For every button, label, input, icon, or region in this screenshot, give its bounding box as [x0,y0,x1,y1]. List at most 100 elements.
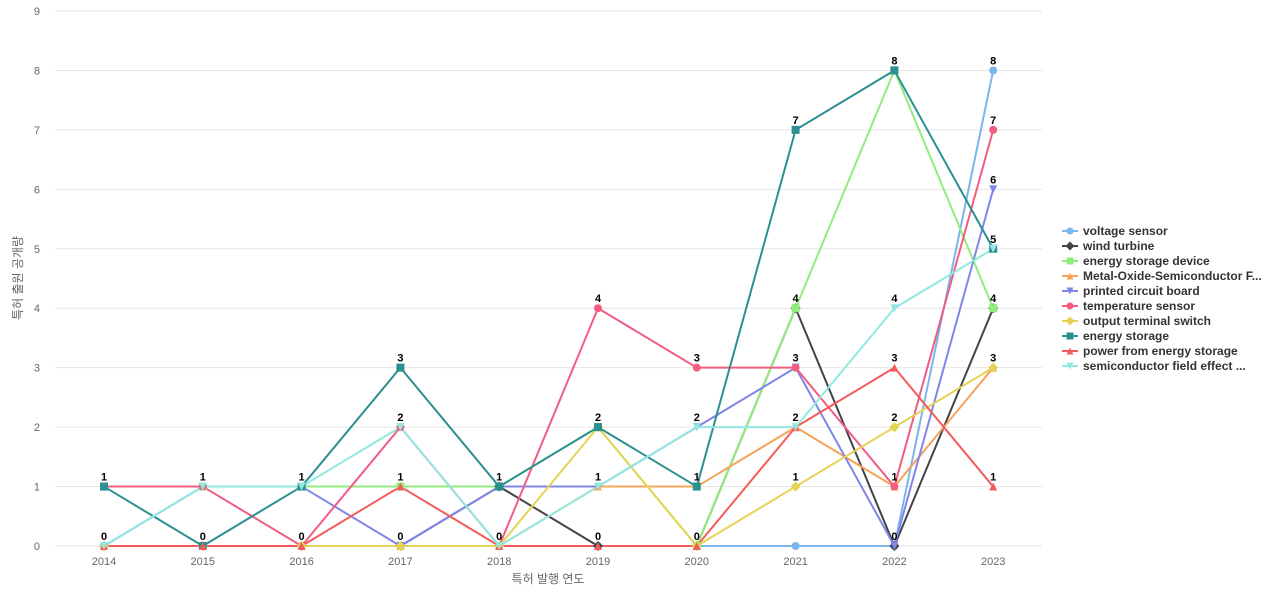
data-point [396,482,405,491]
data-point [988,362,999,373]
data-point [100,482,108,491]
data-label: 1 [694,472,700,484]
data-label: 8 [891,55,897,67]
data-point [791,304,800,313]
y-axis-ticks: 0 1 2 3 4 5 6 7 8 9 [34,6,40,553]
y-tick-label: 7 [34,125,40,137]
data-label: 4 [595,293,602,305]
y-tick-label: 5 [34,244,40,256]
data-label: 0 [299,531,305,543]
legend-marker [1066,332,1074,340]
data-point [594,542,602,550]
x-tick-label: 2020 [685,556,709,568]
data-point [791,542,800,550]
data-label: 6 [990,174,996,186]
data-point [791,363,800,372]
data-point [989,125,998,134]
x-tick-label: 2015 [191,556,215,568]
data-label: 3 [891,353,897,365]
data-point [594,482,602,491]
data-label: 7 [793,115,799,127]
data-point [198,482,207,491]
series-line [103,69,995,547]
y-tick-label: 4 [34,303,40,315]
data-point [692,363,701,372]
y-tick-label: 3 [34,363,40,375]
legend-label: voltage sensor [1083,224,1168,238]
legend-label: printed circuit board [1083,284,1200,298]
x-tick-label: 2022 [882,556,906,568]
legend-item[interactable]: semiconductor field effect ... [1062,359,1246,373]
legend-label: energy storage [1083,329,1169,343]
data-point [396,363,405,372]
x-axis-ticks: 2014 2015 2016 2017 2018 2019 2020 2021 2022 2023 [92,556,1006,568]
data-label: 2 [595,412,601,424]
legend-marker [1066,302,1074,310]
data-label: 1 [891,472,897,484]
data-point [989,66,998,75]
legend-item[interactable]: output terminal switch [1062,314,1211,328]
data-point [495,482,504,491]
data-label: 0 [891,531,897,543]
data-label: 7 [990,115,996,127]
data-label: 0 [496,531,502,543]
data-label: 4 [990,293,997,305]
data-label: 1 [496,472,502,484]
legend-label: temperature sensor [1083,299,1195,313]
data-point [989,185,998,194]
data-label: 1 [990,472,996,484]
data-label: 1 [397,472,403,484]
legend-item[interactable]: printed circuit board [1062,284,1200,298]
legend-marker [1065,316,1075,326]
series-lines [103,69,995,547]
data-label: 1 [793,472,799,484]
data-point [594,423,602,432]
data-label: 1 [595,472,601,484]
data-label: 2 [397,412,403,424]
x-axis-title: 특허 발행 연도 [512,571,585,586]
data-point [198,542,207,550]
y-tick-label: 9 [34,6,40,18]
x-tick-label: 2018 [487,556,511,568]
data-label: 3 [793,353,799,365]
data-label: 5 [990,234,996,246]
legend-marker [1065,241,1075,251]
legend-item[interactable]: wind turbine [1062,239,1155,253]
legend-marker [1066,347,1074,355]
data-point [297,482,306,491]
data-point [890,66,899,75]
data-label: 2 [694,412,700,424]
legend-item[interactable]: temperature sensor [1062,299,1195,313]
y-tick-label: 8 [34,65,40,77]
data-point [395,541,406,551]
y-tick-label: 2 [34,422,40,434]
series-line [103,247,994,547]
data-label: 3 [397,353,403,365]
y-axis-title: 특허 출원 공개량 [11,236,25,320]
legend-marker [1066,272,1074,280]
x-tick-label: 2016 [289,556,313,568]
data-point [989,244,998,253]
legend-item[interactable]: Metal-Oxide-Semiconductor F... [1062,269,1262,283]
data-point [989,304,998,313]
legend-label: output terminal switch [1083,314,1211,328]
x-tick-label: 2014 [92,556,116,568]
legend-item[interactable]: power from energy storage [1062,344,1238,358]
legend-label: wind turbine [1082,239,1155,253]
data-label: 0 [595,531,601,543]
data-label: 4 [891,293,898,305]
legend-item[interactable]: energy storage [1062,329,1169,343]
data-label: 0 [101,531,107,543]
legend-label: power from energy storage [1083,344,1238,358]
legend-item[interactable]: voltage sensor [1062,224,1168,238]
data-point [594,304,602,313]
legend-label: semiconductor field effect ... [1083,359,1246,373]
data-label: 1 [101,472,107,484]
legend-label: energy storage device [1083,254,1210,268]
series-line [104,366,994,547]
legend-item[interactable]: energy storage device [1062,254,1210,268]
data-point [889,422,900,433]
data-label: 2 [793,412,799,424]
data-label: 0 [694,531,700,543]
